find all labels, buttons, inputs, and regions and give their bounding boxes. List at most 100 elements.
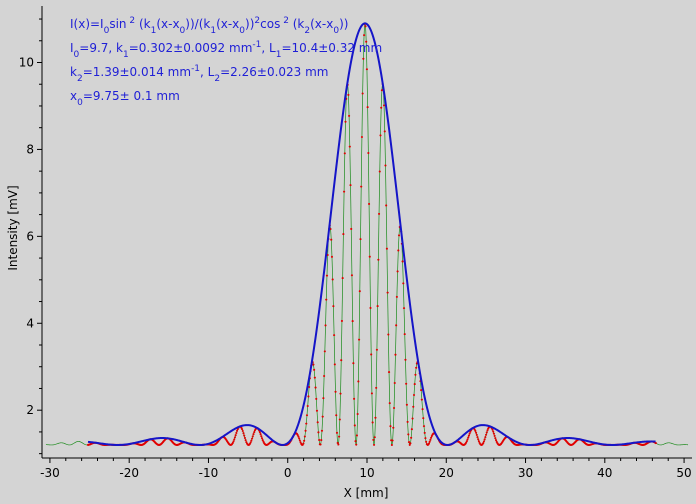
data-point <box>486 429 489 432</box>
data-point <box>242 432 245 435</box>
data-point <box>330 255 334 258</box>
data-point <box>296 433 299 437</box>
data-point <box>376 305 379 308</box>
x-tick-label: -20 <box>119 466 139 480</box>
data-point <box>396 270 399 273</box>
data-point <box>360 185 363 188</box>
data-point <box>407 441 411 444</box>
data-point <box>422 417 425 420</box>
data-point <box>388 402 391 405</box>
data-point <box>308 385 311 389</box>
data-point <box>467 436 470 439</box>
x-tick-label: 50 <box>676 466 691 480</box>
data-point <box>319 443 322 446</box>
y-tick-label: 2 <box>26 403 34 417</box>
data-point <box>304 429 307 432</box>
data-point <box>477 440 480 443</box>
data-point <box>342 233 345 236</box>
data-point <box>385 247 388 250</box>
data-point <box>365 68 368 71</box>
data-point <box>492 432 495 435</box>
data-point <box>375 348 378 351</box>
data-point <box>348 114 351 117</box>
data-point <box>406 420 409 423</box>
data-point <box>324 324 327 327</box>
data-point <box>261 437 264 440</box>
data-point <box>397 249 400 252</box>
data-point <box>307 395 310 398</box>
x-tick-label: -10 <box>199 466 219 480</box>
data-point <box>475 431 478 434</box>
data-point <box>370 353 373 356</box>
data-point <box>298 439 301 442</box>
data-point <box>377 258 380 261</box>
data-point <box>378 170 381 173</box>
data-point <box>343 190 346 193</box>
data-point <box>258 431 261 434</box>
data-point <box>340 359 343 362</box>
y-axis-title: Intensity [mV] <box>6 185 20 270</box>
data-point <box>323 375 326 378</box>
data-point <box>476 436 479 439</box>
data-point <box>350 227 353 231</box>
data-point <box>492 430 495 433</box>
data-point <box>315 409 319 412</box>
y-tick-label: 10 <box>19 56 34 70</box>
data-point <box>323 350 326 353</box>
data-point <box>325 298 328 301</box>
data-point <box>322 397 325 400</box>
data-point <box>387 333 390 336</box>
data-point <box>654 442 657 445</box>
data-point <box>402 282 405 285</box>
annotation-box: I(x)=I0sin 2 (k1(x-x0))/(k1(x-x0))2cos 2… <box>70 16 382 108</box>
data-point <box>390 443 393 447</box>
data-point <box>410 428 413 431</box>
data-point <box>305 422 308 425</box>
data-point <box>405 403 408 406</box>
data-point <box>412 405 415 408</box>
data-point <box>343 152 346 155</box>
data-point <box>338 435 341 438</box>
data-point <box>482 442 485 445</box>
data-point <box>373 436 376 439</box>
data-point <box>241 428 244 431</box>
data-point <box>401 260 404 263</box>
data-point <box>360 135 363 139</box>
data-point <box>361 92 364 95</box>
data-point <box>371 421 374 424</box>
data-point <box>386 291 389 294</box>
data-point <box>355 443 358 446</box>
data-point <box>251 437 254 440</box>
data-point <box>414 373 417 376</box>
data-point <box>302 442 305 445</box>
data-point <box>368 202 371 206</box>
data-point <box>423 431 426 434</box>
formula-line: I(x)=I0sin 2 (k1(x-x0))/(k1(x-x0))2cos 2… <box>70 16 348 36</box>
data-point <box>253 431 256 434</box>
y-tick-label: 6 <box>26 229 34 243</box>
data-point <box>297 435 300 438</box>
data-point <box>312 363 315 366</box>
data-point <box>350 274 353 277</box>
data-point <box>357 380 360 383</box>
data-point <box>330 238 333 241</box>
x-tick-label: 30 <box>518 466 533 480</box>
data-point <box>325 274 329 277</box>
data-point <box>495 439 498 442</box>
data-point <box>404 358 407 361</box>
data-point <box>408 443 411 446</box>
data-point <box>335 431 339 434</box>
data-point <box>305 414 309 417</box>
data-point <box>252 433 255 436</box>
data-point <box>483 438 486 441</box>
data-point <box>331 278 334 281</box>
param-line-1: I0=9.7, k1=0.302±0.0092 mm-1, L1=10.4±0.… <box>70 40 382 60</box>
data-point <box>387 371 391 374</box>
data-point <box>385 204 388 207</box>
data-point <box>468 432 471 435</box>
data-point <box>493 434 496 437</box>
data-point <box>250 439 253 442</box>
data-point <box>260 435 263 438</box>
data-point <box>374 416 377 419</box>
x-axis-title: X [mm] <box>344 486 389 500</box>
